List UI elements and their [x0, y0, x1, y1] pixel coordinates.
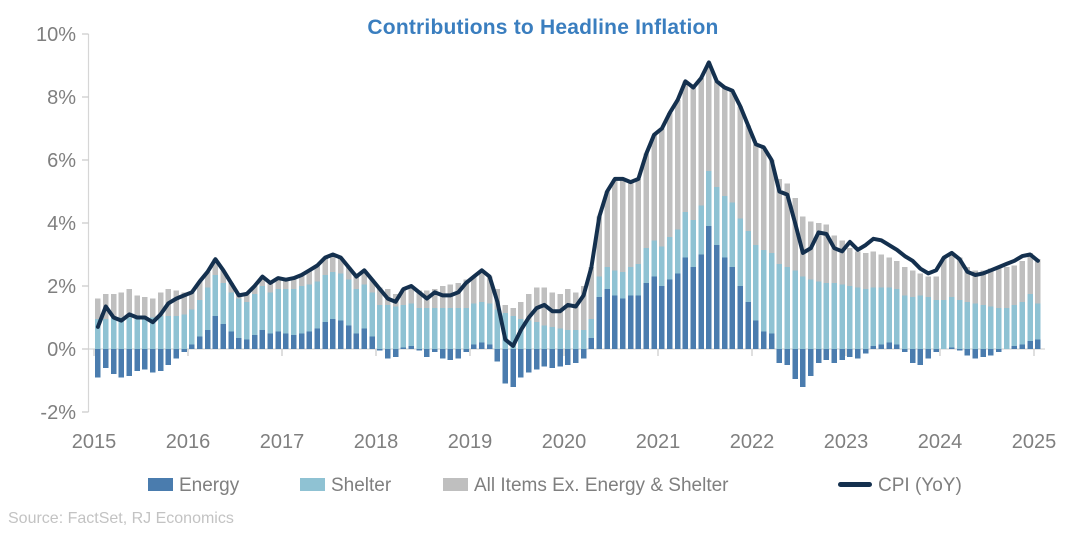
- legend-item-cpi: CPI (YoY): [838, 475, 962, 497]
- x-axis-tick-label: 2021: [636, 431, 681, 453]
- chart-title: Contributions to Headline Inflation: [367, 16, 719, 39]
- y-axis-labels: 10% 8% 6% 4% 2% 0% -2%: [36, 24, 89, 424]
- shelter-swatch: [300, 478, 325, 491]
- legend-label-all-items-ex: All Items Ex. Energy & Shelter: [474, 475, 729, 496]
- x-axis-tick-label: 2018: [354, 431, 399, 453]
- x-axis-tick-label: 2015: [72, 431, 117, 453]
- x-axis-tick-label: 2025: [1012, 431, 1057, 453]
- bars-energy: [95, 226, 1041, 387]
- legend-label-cpi: CPI (YoY): [878, 475, 962, 496]
- x-axis-tick-label: 2019: [448, 431, 493, 453]
- x-axis-labels: 2015 2016 2017 2018 2019 2020 2021 2022 2023 2024…: [72, 349, 1057, 453]
- y-axis-tick-label: 4%: [47, 213, 76, 235]
- cpi-yoy-line: [95, 60, 1040, 348]
- legend-label-shelter: Shelter: [331, 475, 392, 496]
- x-axis-tick-label: 2023: [824, 431, 869, 453]
- y-axis-tick-label: 2%: [47, 276, 76, 298]
- bars-shelter: [95, 171, 1041, 349]
- y-axis-tick-label: -2%: [40, 402, 76, 424]
- energy-swatch: [148, 478, 173, 491]
- cpi-line-swatch: [838, 482, 872, 487]
- x-axis-tick-label: 2017: [260, 431, 305, 453]
- legend-item-shelter: Shelter: [300, 475, 391, 497]
- chart-legend: Energy Shelter All Items Ex. Energy & Sh…: [0, 475, 1076, 499]
- source-caption: Source: FactSet, RJ Economics: [8, 510, 234, 527]
- x-axis-tick-label: 2022: [730, 431, 775, 453]
- y-axis-tick-label: 10%: [36, 24, 76, 46]
- y-axis-tick-label: 8%: [47, 87, 76, 109]
- legend-item-all-items-ex: All Items Ex. Energy & Shelter: [443, 475, 729, 497]
- all-items-ex-swatch: [443, 478, 468, 491]
- y-axis-tick-label: 6%: [47, 150, 76, 172]
- x-axis-tick-label: 2020: [542, 431, 587, 453]
- x-axis-tick-label: 2016: [166, 431, 211, 453]
- legend-label-energy: Energy: [179, 475, 240, 496]
- inflation-chart: 10% 8% 6% 4% 2% 0% -2% 2015 2016 2017 2018 2019 2020…: [36, 24, 1057, 453]
- y-axis-tick-label: 0%: [47, 339, 76, 361]
- bars-all-items-ex: [95, 62, 1041, 331]
- legend-item-energy: Energy: [148, 475, 239, 497]
- x-axis-tick-label: 2024: [918, 431, 963, 453]
